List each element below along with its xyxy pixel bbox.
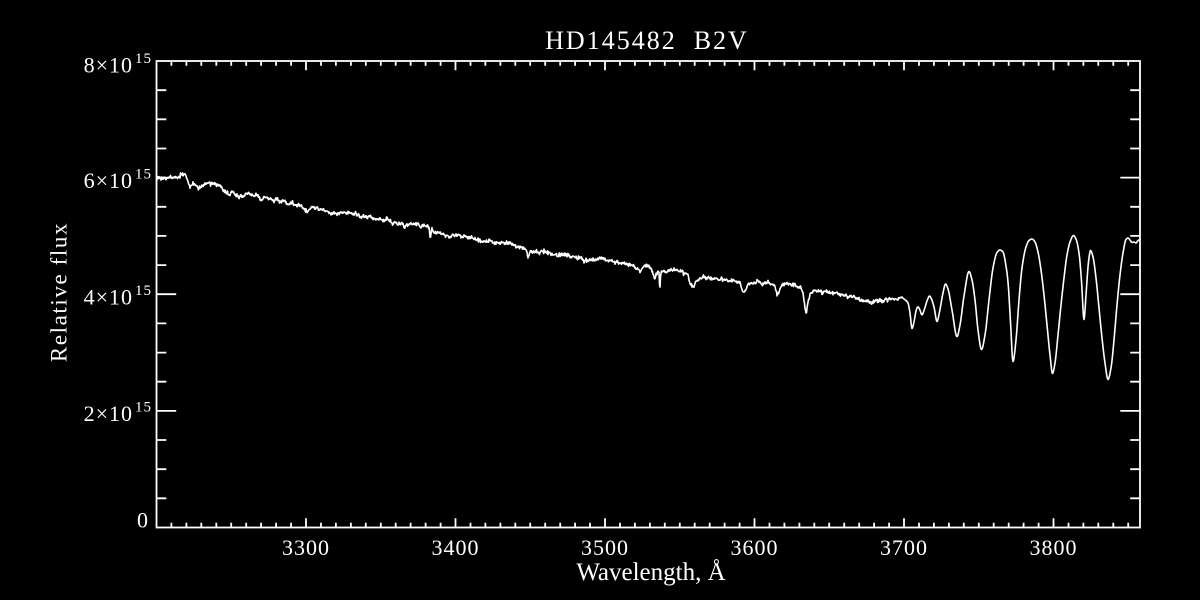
svg-text:3800: 3800	[1030, 535, 1078, 560]
svg-text:HD145482 B2V: HD145482 B2V	[545, 26, 749, 55]
svg-text:4×10: 4×10	[84, 285, 133, 310]
svg-text:0: 0	[137, 508, 149, 533]
svg-text:8×10: 8×10	[84, 53, 133, 78]
svg-text:3300: 3300	[282, 535, 330, 560]
svg-text:Relative flux: Relative flux	[47, 222, 72, 362]
svg-text:3400: 3400	[432, 535, 480, 560]
svg-text:15: 15	[135, 283, 152, 299]
svg-text:3700: 3700	[880, 535, 928, 560]
svg-text:2×10: 2×10	[84, 401, 133, 426]
svg-text:3600: 3600	[731, 535, 779, 560]
svg-text:15: 15	[135, 167, 152, 183]
svg-text:3500: 3500	[581, 535, 629, 560]
svg-text:6×10: 6×10	[84, 168, 133, 193]
svg-text:15: 15	[135, 400, 152, 416]
svg-text:15: 15	[135, 51, 152, 67]
svg-text:Wavelength, Å: Wavelength, Å	[576, 559, 725, 586]
